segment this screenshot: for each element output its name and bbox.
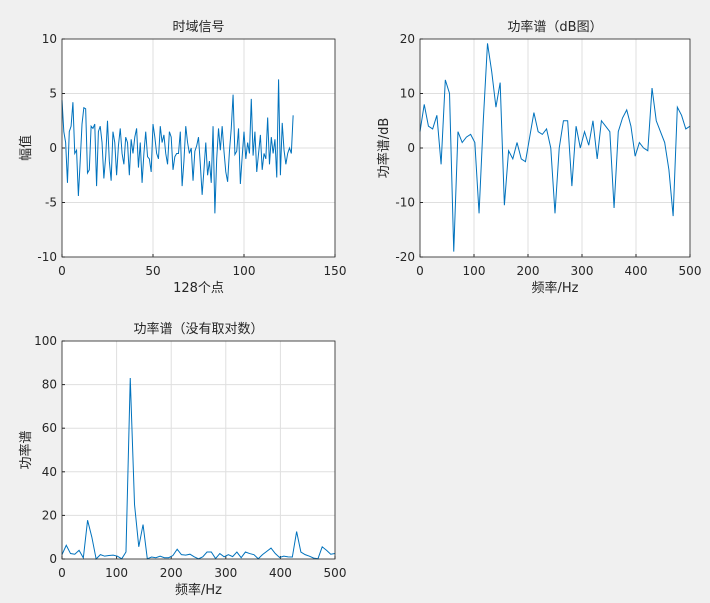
data-line — [61, 79, 294, 214]
axes-box — [61, 340, 336, 560]
y-tick-label: 0 — [407, 141, 415, 155]
y-tick-label: 40 — [42, 465, 57, 479]
y-tick-label: 20 — [42, 508, 57, 522]
chart-title: 功率谱（dB图） — [507, 19, 602, 35]
chart-title: 时域信号 — [172, 20, 224, 35]
y-tick-label: -5 — [45, 196, 57, 210]
x-tick-label: 500 — [679, 264, 702, 278]
y-tick-label: -10 — [395, 196, 415, 210]
x-tick-label: 400 — [269, 566, 292, 580]
y-tick-label: 10 — [400, 87, 415, 101]
x-tick-label: 200 — [517, 264, 540, 278]
x-tick-label: 0 — [58, 264, 66, 278]
x-tick-label: 100 — [233, 264, 256, 278]
y-axis-label: 功率谱/dB — [376, 118, 392, 179]
y-tick-label: 10 — [42, 32, 57, 46]
x-tick-label: 300 — [571, 264, 594, 278]
x-tick-label: 100 — [463, 264, 486, 278]
x-tick-label: 0 — [416, 264, 424, 278]
x-axis-label: 频率/Hz — [175, 582, 222, 598]
y-axis-label: 功率谱 — [18, 430, 34, 469]
y-tick-label: -10 — [37, 250, 57, 264]
axes-box — [61, 38, 336, 258]
x-tick-label: 0 — [58, 566, 66, 580]
y-tick-label: 5 — [49, 87, 57, 101]
x-tick-label: 50 — [145, 264, 160, 278]
chart-title: 功率谱（没有取对数） — [133, 321, 263, 337]
x-tick-label: 400 — [625, 264, 648, 278]
y-tick-label: 0 — [49, 141, 57, 155]
y-tick-label: 60 — [42, 421, 57, 435]
y-tick-label: -20 — [395, 250, 415, 264]
y-tick-label: 20 — [400, 32, 415, 46]
x-axis-label: 128个点 — [173, 281, 224, 296]
x-tick-label: 300 — [214, 566, 237, 580]
x-axis-label: 频率/Hz — [532, 280, 579, 296]
y-tick-label: 100 — [34, 334, 57, 348]
x-tick-label: 100 — [105, 566, 128, 580]
x-tick-label: 200 — [160, 566, 183, 580]
x-tick-label: 500 — [324, 566, 347, 580]
y-axis-label: 幅值 — [18, 135, 34, 161]
y-tick-label: 0 — [49, 552, 57, 566]
axes-background — [62, 341, 335, 559]
axes-box — [419, 38, 691, 258]
data-line — [419, 43, 691, 252]
y-tick-label: 80 — [42, 378, 57, 392]
x-tick-label: 150 — [324, 264, 347, 278]
